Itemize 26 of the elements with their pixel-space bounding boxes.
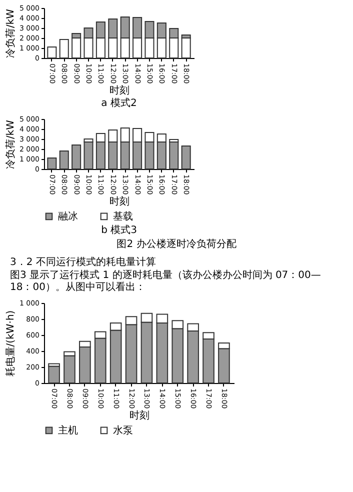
x-axis-title: 时刻	[110, 84, 130, 97]
legend-label: 融冰	[58, 210, 78, 222]
bar	[64, 355, 76, 384]
bar	[48, 366, 60, 384]
bar	[169, 142, 179, 170]
x-axis-title: 时刻	[110, 196, 130, 208]
bar	[181, 146, 191, 170]
bar	[181, 38, 191, 58]
text: 3．2 不同运行模式的耗电量计算	[10, 257, 157, 269]
bar	[47, 158, 57, 170]
text: b 模式3	[101, 224, 137, 236]
x-axis-title: 时刻	[130, 410, 150, 422]
bar	[72, 144, 82, 170]
legend-label: 主机	[58, 424, 78, 436]
bar	[84, 142, 94, 170]
bar	[59, 39, 69, 58]
bar	[59, 150, 69, 170]
y-axis-title: 耗电量/(kW·h)	[4, 310, 16, 377]
y-axis-title: 冷负荷/kW	[4, 120, 16, 170]
bar	[47, 46, 57, 58]
legend-label: 水泵	[113, 424, 133, 436]
y-axis-title: 冷负荷/kW	[4, 8, 16, 58]
text: a 模式2	[101, 97, 137, 110]
legend-label: 基载	[113, 210, 133, 222]
caption: 图2 办公楼逐时冷负荷分配	[116, 239, 238, 251]
caption: 图3 显示了运行模式 1 的逐时耗电量（该办公楼办公时间为 07：00—18：00）。从图中可以看出：	[10, 270, 322, 294]
